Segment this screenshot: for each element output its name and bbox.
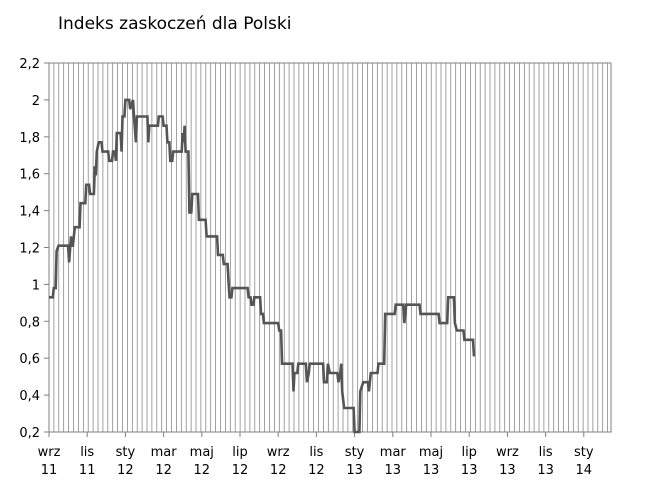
- x-tick-year: 13: [346, 463, 363, 478]
- x-tick-month: wrz: [496, 445, 519, 460]
- y-tick-label: 1,8: [19, 131, 40, 146]
- chart-axes: [44, 62, 612, 437]
- x-tick-year: 12: [308, 463, 325, 478]
- x-tick-month: sty: [116, 445, 136, 460]
- y-axis-tick-labels: 2,2 2 1,8 1,6 1,4 1,2 1 0,8 0,6 0,4 0,2: [19, 57, 40, 441]
- y-tick-label: 0,6: [19, 352, 40, 367]
- y-tick-label: 0,2: [19, 426, 40, 441]
- x-tick-year: 13: [537, 463, 554, 478]
- x-axis-tick-labels: wrz 11 lis 11 sty 12 mar 12 maj 12 lip 12 wrz 12 lis 12…: [38, 445, 594, 478]
- y-tick-label: 1,2: [19, 242, 40, 257]
- x-tick-year: 14: [576, 463, 593, 478]
- x-tick-year: 13: [461, 463, 478, 478]
- x-tick-year: 12: [194, 463, 211, 478]
- x-tick-month: sty: [574, 445, 594, 460]
- x-tick-year: 12: [270, 463, 287, 478]
- x-tick-month: lis: [80, 445, 94, 460]
- x-tick-month: mar: [151, 445, 178, 460]
- x-tick-year: 12: [117, 463, 134, 478]
- x-tick-year: 11: [41, 463, 58, 478]
- y-tick-label: 1,6: [19, 168, 40, 183]
- x-tick-month: lip: [232, 445, 247, 460]
- x-tick-month: wrz: [267, 445, 290, 460]
- y-tick-label: 1: [32, 278, 40, 293]
- x-tick-month: wrz: [38, 445, 61, 460]
- x-tick-year: 12: [155, 463, 172, 478]
- x-tick-month: lip: [461, 445, 476, 460]
- x-tick-year: 12: [232, 463, 249, 478]
- y-tick-label: 0,4: [19, 389, 40, 404]
- y-tick-label: 1,4: [19, 205, 40, 220]
- y-tick-label: 0,8: [19, 315, 40, 330]
- x-tick-year: 13: [499, 463, 516, 478]
- x-tick-year: 13: [385, 463, 402, 478]
- x-tick-month: maj: [190, 445, 214, 460]
- x-tick-year: 13: [423, 463, 440, 478]
- y-tick-label: 2,2: [19, 57, 40, 72]
- chart-title: Indeks zaskoczeń dla Polski: [58, 14, 292, 34]
- x-tick-month: maj: [419, 445, 443, 460]
- x-tick-month: lis: [539, 445, 553, 460]
- y-tick-label: 2: [32, 94, 40, 109]
- x-tick-month: sty: [345, 445, 365, 460]
- x-tick-year: 11: [79, 463, 96, 478]
- series-layer: [49, 98, 476, 434]
- x-tick-month: lis: [309, 445, 323, 460]
- x-tick-month: mar: [380, 445, 407, 460]
- series-line: [49, 98, 476, 434]
